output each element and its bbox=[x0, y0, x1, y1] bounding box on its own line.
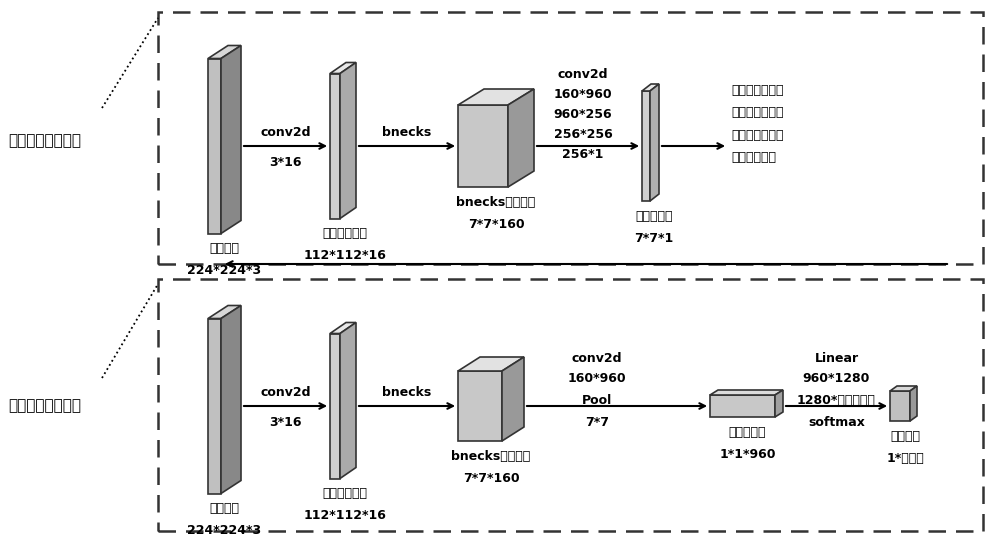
Polygon shape bbox=[458, 89, 534, 105]
Text: 初步特征提取: 初步特征提取 bbox=[322, 227, 368, 240]
Text: 初步特征提取: 初步特征提取 bbox=[322, 487, 368, 500]
Text: 7*7*160: 7*7*160 bbox=[463, 472, 519, 484]
Polygon shape bbox=[502, 357, 524, 441]
Polygon shape bbox=[458, 371, 502, 441]
Text: 960*256: 960*256 bbox=[554, 108, 612, 121]
Text: Linear: Linear bbox=[814, 352, 859, 365]
Polygon shape bbox=[330, 323, 356, 334]
Polygon shape bbox=[458, 357, 524, 371]
Polygon shape bbox=[508, 89, 534, 187]
Polygon shape bbox=[890, 391, 910, 421]
Text: 224*224*3: 224*224*3 bbox=[187, 524, 262, 537]
Text: Pool: Pool bbox=[582, 394, 612, 407]
Polygon shape bbox=[340, 323, 356, 478]
Text: 输入图片: 输入图片 bbox=[210, 242, 240, 255]
Polygon shape bbox=[208, 58, 221, 234]
Polygon shape bbox=[650, 84, 659, 201]
Polygon shape bbox=[330, 62, 356, 74]
Text: 阶段二：缺陷分类: 阶段二：缺陷分类 bbox=[8, 399, 81, 413]
Polygon shape bbox=[710, 395, 775, 417]
Bar bbox=[158, 279, 983, 531]
Polygon shape bbox=[910, 386, 917, 421]
Text: 缺陷定位图: 缺陷定位图 bbox=[635, 210, 673, 223]
Polygon shape bbox=[340, 62, 356, 218]
Polygon shape bbox=[330, 74, 340, 218]
Text: 112*112*16: 112*112*16 bbox=[304, 509, 386, 522]
Text: 224*224*3: 224*224*3 bbox=[187, 264, 262, 277]
Polygon shape bbox=[208, 45, 241, 58]
Polygon shape bbox=[642, 84, 659, 91]
Text: 阶段一：缺陷定位: 阶段一：缺陷定位 bbox=[8, 134, 81, 149]
Text: 分类结果: 分类结果 bbox=[890, 430, 920, 442]
Text: 160*960: 160*960 bbox=[554, 87, 612, 100]
Text: conv2d: conv2d bbox=[260, 385, 311, 399]
Text: 1*类别数: 1*类别数 bbox=[886, 452, 924, 465]
Polygon shape bbox=[208, 306, 241, 318]
Polygon shape bbox=[221, 306, 241, 494]
Text: 7*7: 7*7 bbox=[585, 416, 609, 429]
Text: 原图缺陷位置处: 原图缺陷位置处 bbox=[731, 106, 784, 120]
Polygon shape bbox=[208, 318, 221, 494]
Text: 并作尺寸缩放: 并作尺寸缩放 bbox=[731, 151, 776, 163]
Polygon shape bbox=[890, 386, 917, 391]
Text: conv2d: conv2d bbox=[260, 126, 311, 139]
Polygon shape bbox=[221, 45, 241, 234]
Polygon shape bbox=[710, 390, 783, 395]
Text: bnecks: bnecks bbox=[382, 126, 432, 139]
Text: 256*256: 256*256 bbox=[554, 128, 612, 140]
Bar bbox=[158, 12, 983, 264]
Text: conv2d: conv2d bbox=[572, 352, 622, 365]
Text: 输入图片: 输入图片 bbox=[210, 502, 240, 515]
Text: bnecks模块处理: bnecks模块处理 bbox=[456, 195, 536, 209]
Text: 1280*缺陷类别数: 1280*缺陷类别数 bbox=[797, 394, 876, 407]
Text: 根据定位结果将: 根据定位结果将 bbox=[731, 85, 784, 98]
Text: conv2d: conv2d bbox=[558, 68, 608, 80]
Text: 7*7*1: 7*7*1 bbox=[634, 232, 674, 245]
Text: bnecks: bnecks bbox=[382, 385, 432, 399]
Polygon shape bbox=[642, 91, 650, 201]
Text: 卷积、池化: 卷积、池化 bbox=[729, 425, 766, 438]
Text: 256*1: 256*1 bbox=[562, 147, 604, 161]
Text: 1*1*960: 1*1*960 bbox=[719, 448, 776, 460]
Text: bnecks模块处理: bnecks模块处理 bbox=[451, 449, 531, 462]
Text: 的部分图像抠出: 的部分图像抠出 bbox=[731, 128, 784, 141]
Text: 7*7*160: 7*7*160 bbox=[468, 217, 524, 230]
Text: 112*112*16: 112*112*16 bbox=[304, 249, 386, 262]
Text: 160*960: 160*960 bbox=[568, 371, 626, 384]
Polygon shape bbox=[458, 105, 508, 187]
Text: 3*16: 3*16 bbox=[269, 156, 302, 169]
Polygon shape bbox=[775, 390, 783, 417]
Text: softmax: softmax bbox=[808, 416, 865, 429]
Polygon shape bbox=[330, 334, 340, 478]
Text: 3*16: 3*16 bbox=[269, 416, 302, 429]
Text: 960*1280: 960*1280 bbox=[803, 371, 870, 384]
